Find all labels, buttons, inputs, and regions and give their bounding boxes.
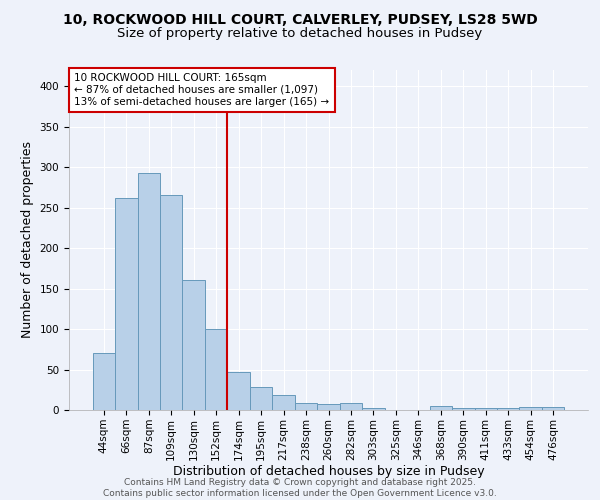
Bar — [497, 408, 520, 410]
Y-axis label: Number of detached properties: Number of detached properties — [21, 142, 34, 338]
Bar — [250, 386, 272, 410]
Bar — [160, 196, 182, 410]
Bar — [340, 402, 362, 410]
Bar — [205, 329, 227, 410]
Bar — [452, 408, 475, 410]
Bar — [542, 407, 565, 410]
Text: 10, ROCKWOOD HILL COURT, CALVERLEY, PUDSEY, LS28 5WD: 10, ROCKWOOD HILL COURT, CALVERLEY, PUDS… — [62, 12, 538, 26]
Bar — [317, 404, 340, 410]
Bar — [92, 354, 115, 410]
Bar — [362, 408, 385, 410]
Text: 10 ROCKWOOD HILL COURT: 165sqm
← 87% of detached houses are smaller (1,097)
13% : 10 ROCKWOOD HILL COURT: 165sqm ← 87% of … — [74, 74, 329, 106]
Bar — [430, 406, 452, 410]
Bar — [115, 198, 137, 410]
Bar — [137, 173, 160, 410]
Bar — [272, 396, 295, 410]
Bar — [295, 402, 317, 410]
Text: Contains HM Land Registry data © Crown copyright and database right 2025.
Contai: Contains HM Land Registry data © Crown c… — [103, 478, 497, 498]
Bar — [227, 372, 250, 410]
Bar — [520, 407, 542, 410]
X-axis label: Distribution of detached houses by size in Pudsey: Distribution of detached houses by size … — [173, 466, 484, 478]
Bar — [182, 280, 205, 410]
Text: Size of property relative to detached houses in Pudsey: Size of property relative to detached ho… — [118, 28, 482, 40]
Bar — [475, 408, 497, 410]
